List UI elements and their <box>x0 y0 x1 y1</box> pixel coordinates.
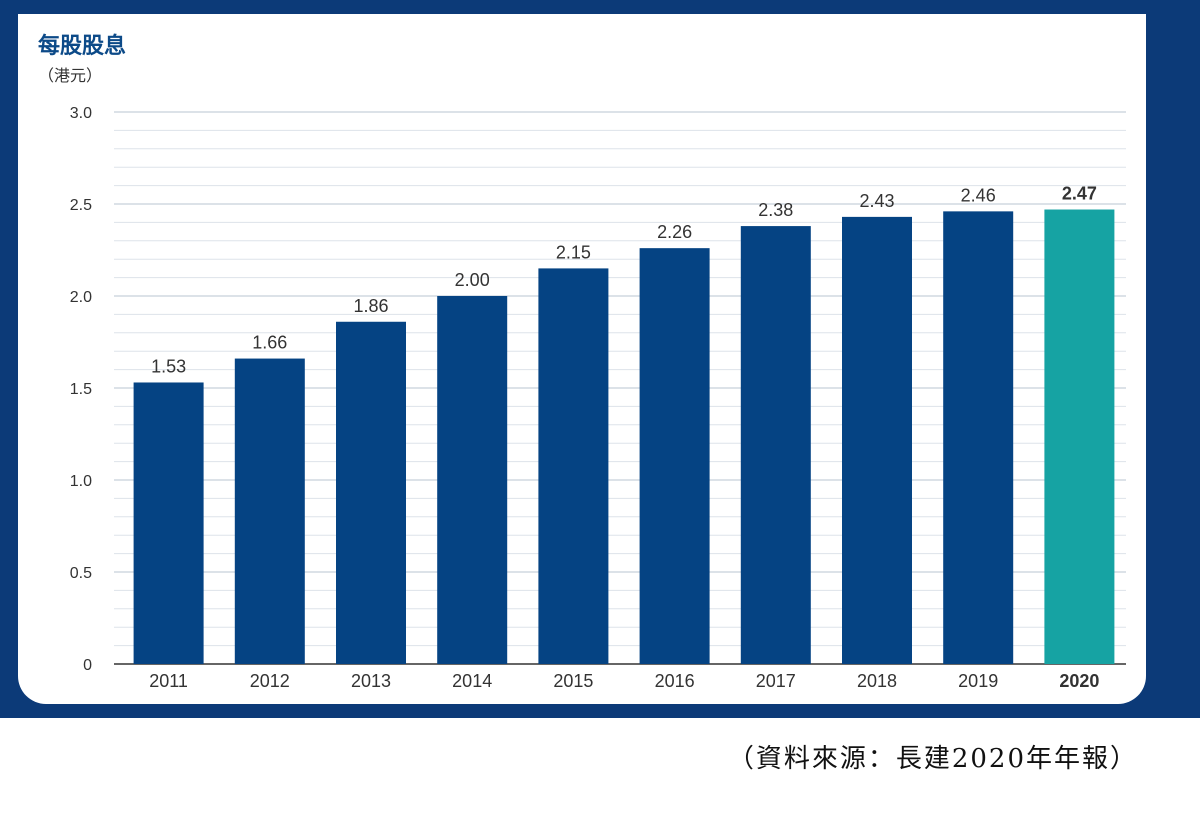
y-tick-label: 1.5 <box>70 381 92 398</box>
x-tick-label-2017: 2017 <box>756 671 796 691</box>
data-label-2014: 2.00 <box>455 270 490 290</box>
bar-2015 <box>538 268 609 664</box>
data-label-2019: 2.46 <box>961 185 996 205</box>
x-tick-label-2016: 2016 <box>655 671 695 691</box>
bar-2020 <box>1044 209 1115 664</box>
data-label-2011: 1.53 <box>151 356 186 376</box>
y-tick-label: 0.5 <box>70 565 92 582</box>
y-tick-label: 2.5 <box>70 197 92 214</box>
bar-2017 <box>740 226 811 664</box>
bars <box>133 209 1115 665</box>
y-tick-label: 1.0 <box>70 473 92 490</box>
y-tick-label: 2.0 <box>70 289 92 306</box>
x-tick-label-2013: 2013 <box>351 671 391 691</box>
y-tick-label: 0 <box>83 657 92 674</box>
source-note: （資料來源：長建2020年年報） <box>727 744 1138 774</box>
data-label-2012: 1.66 <box>252 333 287 353</box>
bar-chart: 0 0.5 1.0 1.5 2.0 2.5 3.0 1.53 2011 1.66 2012 1.86 2… <box>70 105 1126 691</box>
x-tick-label-2015: 2015 <box>553 671 593 691</box>
data-label-2020: 2.47 <box>1062 184 1097 204</box>
bar-2012 <box>234 358 305 664</box>
x-tick-label-2012: 2012 <box>250 671 290 691</box>
y-tick-label: 3.0 <box>70 105 92 122</box>
bar-2014 <box>437 296 508 664</box>
bar-2019 <box>943 211 1014 665</box>
x-tick-label-2020: 2020 <box>1059 671 1099 691</box>
x-tick-label-2018: 2018 <box>857 671 897 691</box>
bar-2013 <box>336 321 406 664</box>
data-label-2017: 2.38 <box>758 200 793 220</box>
data-label-2018: 2.43 <box>859 191 894 211</box>
x-tick-label-2014: 2014 <box>452 671 492 691</box>
data-label-2016: 2.26 <box>657 222 692 242</box>
bar-2011 <box>133 382 204 664</box>
data-label-2013: 1.86 <box>353 296 388 316</box>
labels: 0 0.5 1.0 1.5 2.0 2.5 3.0 1.53 2011 1.66 2012 1.86 2… <box>70 105 1100 691</box>
x-tick-label-2019: 2019 <box>958 671 998 691</box>
x-tick-label-2011: 2011 <box>149 671 188 691</box>
data-label-2015: 2.15 <box>556 242 591 262</box>
bar-2018 <box>842 216 912 664</box>
y-axis-unit: （港元） <box>38 68 103 85</box>
chart-title: 每股股息 <box>38 33 127 58</box>
bar-2016 <box>639 248 710 664</box>
